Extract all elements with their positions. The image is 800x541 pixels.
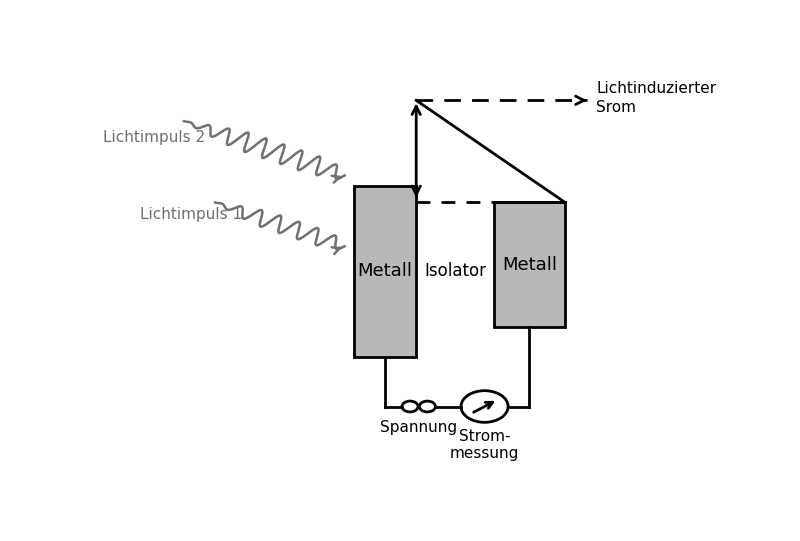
Text: Spannung: Spannung <box>380 420 458 436</box>
Text: Lichtimpuls 1: Lichtimpuls 1 <box>140 207 242 222</box>
Text: Isolator: Isolator <box>424 262 486 280</box>
Text: Strom-
messung: Strom- messung <box>450 428 519 461</box>
Text: Lichtinduzierter
Srom: Lichtinduzierter Srom <box>596 82 716 115</box>
Text: Metall: Metall <box>358 262 413 280</box>
Bar <box>354 186 416 357</box>
Text: Lichtimpuls 2: Lichtimpuls 2 <box>103 130 206 146</box>
Text: Metall: Metall <box>502 256 557 274</box>
Bar <box>494 202 565 327</box>
